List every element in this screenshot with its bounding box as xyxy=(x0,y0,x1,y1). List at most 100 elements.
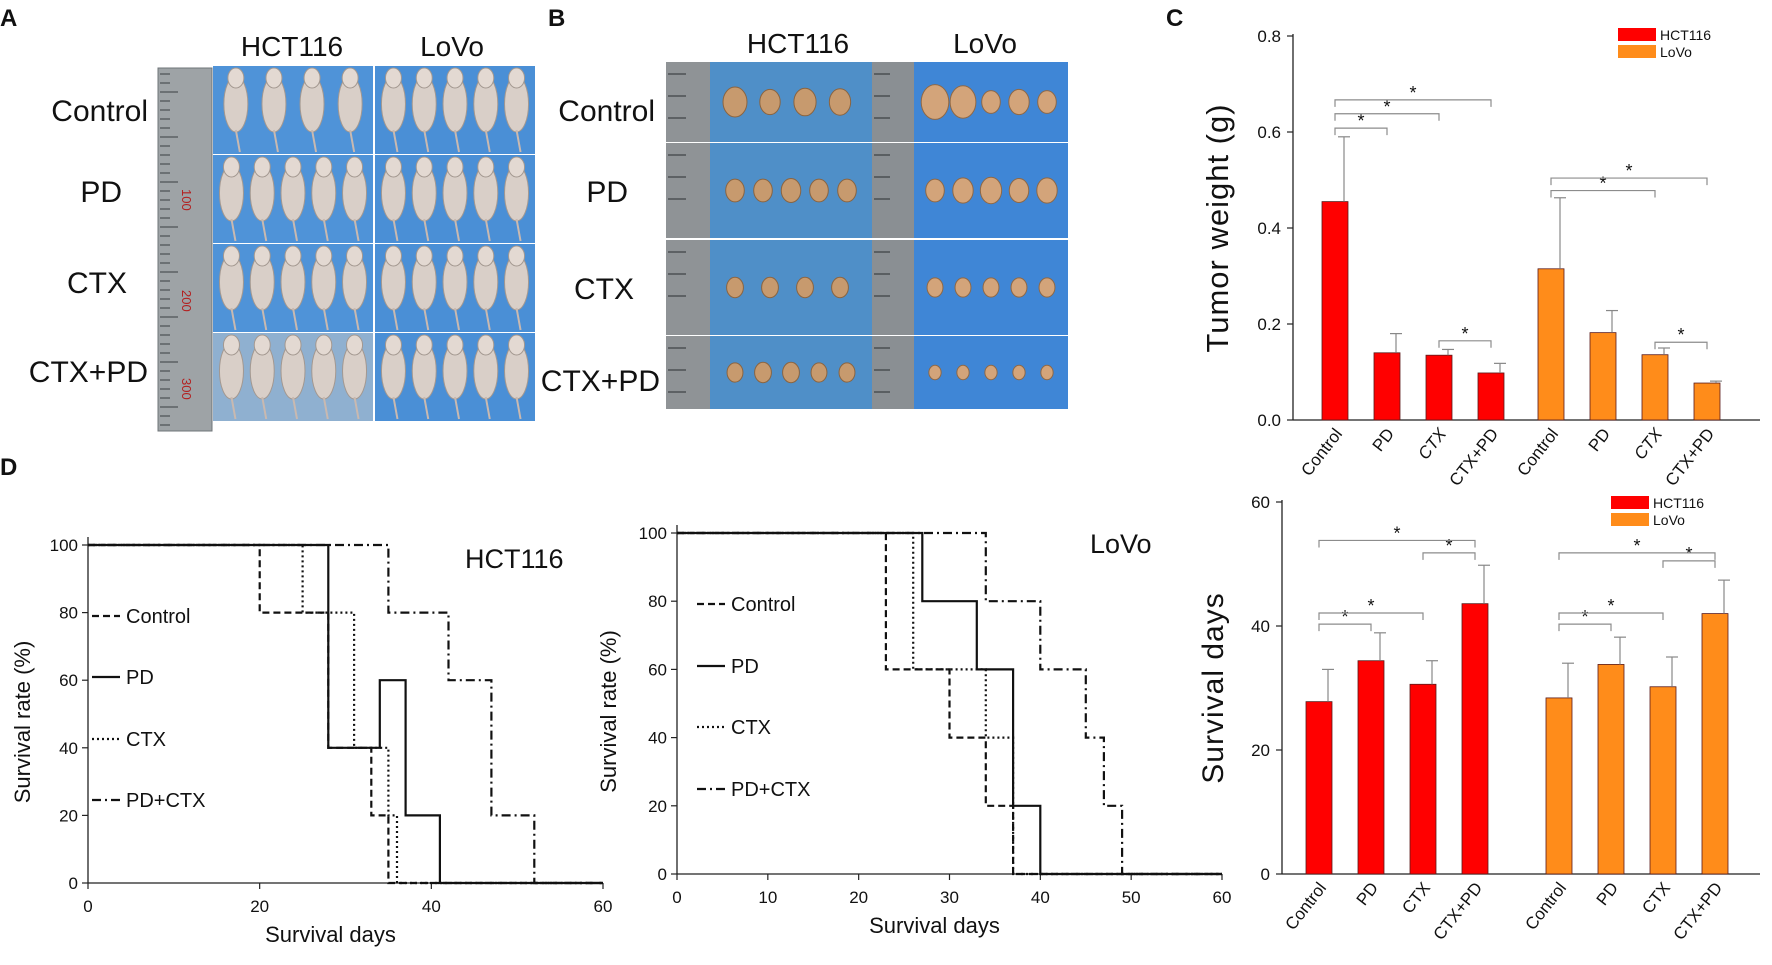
mouse-photo xyxy=(249,156,275,242)
x-tick-label: PD xyxy=(1585,425,1615,455)
tumor-specimen xyxy=(982,277,1000,298)
y-tick-label: 100 xyxy=(639,524,667,543)
chart-title: HCT116 xyxy=(465,544,564,574)
survival-curve-control xyxy=(677,531,1222,876)
x-tick-label: CTX+PD xyxy=(1670,879,1727,944)
tumor-specimen xyxy=(928,364,942,381)
mouse-photo xyxy=(473,334,499,420)
mouse-photo xyxy=(442,245,468,331)
mouse-photo xyxy=(380,156,406,242)
y-tick-label: 0.4 xyxy=(1257,219,1281,238)
mouse-photo xyxy=(442,67,468,153)
x-tick-label: CTX+PD xyxy=(1430,879,1487,944)
mouse-photo xyxy=(473,156,499,242)
tumor-specimen xyxy=(782,361,800,384)
bar xyxy=(1641,354,1669,421)
bar xyxy=(1701,613,1729,875)
y-tick-label: 0.6 xyxy=(1257,123,1281,142)
x-tick-label: CTX+PD xyxy=(1446,425,1503,490)
significance-star: * xyxy=(1677,325,1684,345)
bar xyxy=(1589,332,1617,421)
survival-curve-pd-ctx xyxy=(88,543,603,885)
significance-bracket xyxy=(1550,177,1708,186)
tumor-specimen xyxy=(1012,364,1026,381)
tumor-specimen xyxy=(828,88,852,116)
significance-star: * xyxy=(1383,97,1390,117)
tumor-specimen xyxy=(838,362,856,383)
significance-bracket xyxy=(1558,612,1664,620)
mouse-photo xyxy=(504,334,530,420)
x-tick-label: PD xyxy=(1369,425,1399,455)
tumor-specimen xyxy=(796,276,814,299)
tumor-specimen xyxy=(793,87,817,117)
survival-hct116-chart: 0 20 40 60 80 100 0 20 40 60 Survival days Survival… xyxy=(10,536,612,947)
tumor-specimen xyxy=(1010,277,1028,298)
panel-b-row-pd: PD xyxy=(586,176,628,209)
y-axis-label: Tumor weight (g) xyxy=(1200,103,1235,352)
significance-star: * xyxy=(1393,523,1400,543)
panel-letter-a: A xyxy=(0,5,17,32)
y-axis-label: Survival days xyxy=(1197,592,1230,783)
bar xyxy=(1305,701,1333,875)
x-tick-label: CTX+PD xyxy=(1662,425,1719,490)
tumor-ruler-strip xyxy=(872,240,914,335)
tumor-ruler-strip xyxy=(872,62,914,142)
mouse-photo xyxy=(280,334,306,420)
mouse-photo xyxy=(380,334,406,420)
x-tick-label: 60 xyxy=(1213,888,1232,907)
mouse-photo xyxy=(342,245,368,331)
panel-b-tumor-photos: HCT116 LoVo Control PD CTX CTX+PD xyxy=(541,28,1068,409)
mouse-photo xyxy=(311,245,337,331)
y-tick-label: 80 xyxy=(59,604,78,623)
y-axis-label: Survival rate (%) xyxy=(596,630,621,793)
y-tick-label: 0.8 xyxy=(1257,27,1281,46)
x-tick-label: Control xyxy=(1521,879,1570,934)
legend-label: Control xyxy=(731,594,795,616)
legend-label: PD+CTX xyxy=(126,790,205,812)
tumor-specimen xyxy=(1038,277,1056,298)
x-tick-label: 10 xyxy=(758,888,777,907)
tumor-ruler-strip xyxy=(666,143,710,238)
x-tick-label: Control xyxy=(1297,425,1346,480)
mouse-photo xyxy=(504,245,530,331)
significance-bracket xyxy=(1334,113,1440,121)
mouse-photo xyxy=(442,156,468,242)
tumor-ruler-strip xyxy=(872,143,914,238)
survival-curve-ctx xyxy=(88,543,603,885)
panel-b-col-lovo: LoVo xyxy=(953,28,1017,59)
tumor-specimen xyxy=(810,362,828,383)
x-tick-label: Control xyxy=(1281,879,1330,934)
tumor-specimen xyxy=(925,178,945,203)
x-axis-label: Survival days xyxy=(869,913,1000,938)
mouse-photo xyxy=(473,245,499,331)
x-tick-label: Control xyxy=(1513,425,1562,480)
bar xyxy=(1649,686,1677,875)
ruler-mark-200: 200 xyxy=(179,290,194,312)
bar xyxy=(1537,268,1565,421)
panel-a-row-pd: PD xyxy=(80,176,122,209)
tumor-specimen xyxy=(954,277,972,298)
legend-label: HCT116 xyxy=(1660,27,1711,43)
tumor-specimen xyxy=(831,276,849,299)
mouse-photo xyxy=(380,67,406,153)
x-tick-label: CTX xyxy=(1414,424,1450,463)
mouse-photo xyxy=(411,67,437,153)
ruler-mark-300: 300 xyxy=(179,378,194,400)
legend-label: PD xyxy=(731,656,759,678)
significance-star: * xyxy=(1409,83,1416,103)
panel-b-row-control: Control xyxy=(558,95,655,128)
significance-star: * xyxy=(1445,536,1452,556)
significance-star: * xyxy=(1367,596,1374,616)
panel-b-row-ctx: CTX xyxy=(574,273,634,306)
significance-bracket xyxy=(1318,612,1424,620)
y-tick-label: 60 xyxy=(648,660,667,679)
x-tick-label: 40 xyxy=(1031,888,1050,907)
ruler-ticks xyxy=(160,73,178,426)
mouse-photo xyxy=(223,67,249,153)
survival-curve-control xyxy=(88,543,603,885)
survival-curve-pd-ctx xyxy=(677,531,1222,876)
tumor-specimen xyxy=(926,277,944,298)
tumor-specimen xyxy=(761,276,779,299)
significance-bracket xyxy=(1422,552,1476,560)
